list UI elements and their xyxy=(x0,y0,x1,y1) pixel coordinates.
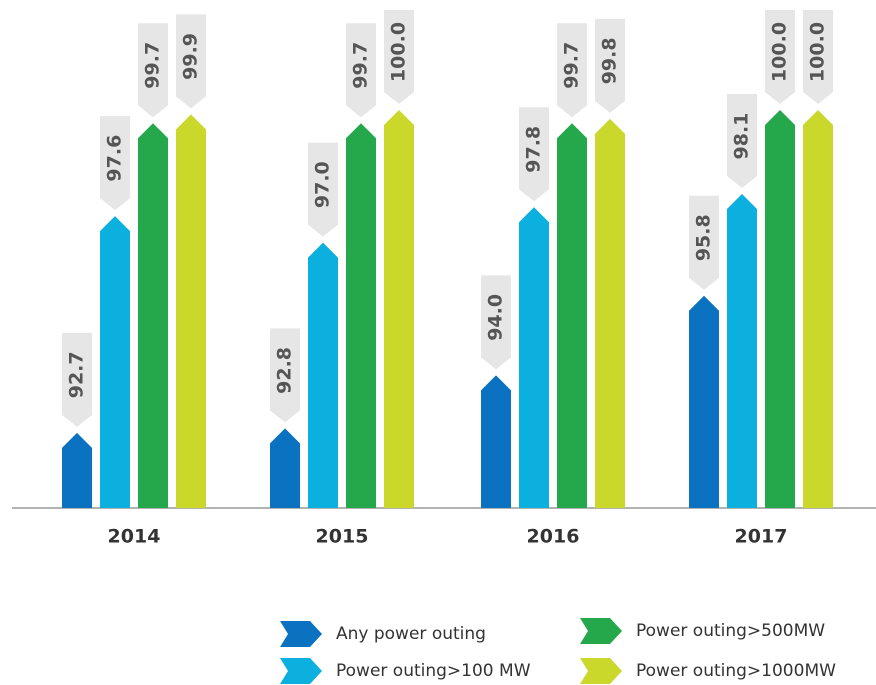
bar xyxy=(62,432,92,508)
bar xyxy=(308,242,338,508)
value-tag xyxy=(384,10,414,104)
bar xyxy=(689,295,719,508)
value-label: 97.8 xyxy=(523,126,545,173)
value-label: 99.7 xyxy=(142,42,164,89)
value-label: 100.0 xyxy=(388,22,410,82)
value-tag xyxy=(100,116,130,211)
value-tag xyxy=(727,94,757,189)
value-tag xyxy=(138,23,168,118)
bar xyxy=(100,216,130,508)
bar xyxy=(803,110,833,508)
value-tag xyxy=(595,18,625,113)
value-label: 92.8 xyxy=(274,347,296,394)
legend-label: Power outing>100 MW xyxy=(336,661,531,681)
bar xyxy=(384,110,414,508)
value-label: 97.6 xyxy=(104,135,126,182)
value-tag xyxy=(62,332,92,427)
value-tag xyxy=(557,23,587,118)
value-tag xyxy=(803,10,833,104)
value-tag xyxy=(176,14,206,109)
bar xyxy=(346,123,376,509)
legend-marker xyxy=(580,618,622,644)
bar xyxy=(595,118,625,508)
bar xyxy=(176,114,206,508)
bar xyxy=(270,428,300,508)
legend-label: Power outing>1000MW xyxy=(636,661,836,681)
value-label: 99.7 xyxy=(561,42,583,89)
value-label: 94.0 xyxy=(485,294,507,341)
value-label: 99.9 xyxy=(180,33,202,80)
value-label: 99.8 xyxy=(599,37,621,84)
bar xyxy=(481,375,511,508)
legend-marker xyxy=(280,658,322,684)
value-tag xyxy=(765,10,795,104)
legend-marker xyxy=(580,658,622,684)
value-label: 99.7 xyxy=(350,42,372,89)
x-tick-label: 2017 xyxy=(735,526,788,548)
bar xyxy=(727,194,757,508)
value-tag xyxy=(270,328,300,423)
value-tag xyxy=(519,107,549,202)
x-tick-label: 2015 xyxy=(316,526,369,548)
value-tag xyxy=(689,195,719,290)
bar xyxy=(557,123,587,509)
bar xyxy=(765,110,795,508)
value-label: 92.7 xyxy=(66,351,88,398)
legend-marker xyxy=(280,621,322,647)
x-tick-label: 2016 xyxy=(527,526,580,548)
value-tag xyxy=(481,275,511,370)
x-tick-label: 2014 xyxy=(108,526,161,548)
legend-label: Any power outing xyxy=(336,624,486,644)
bar xyxy=(138,123,168,509)
legend-label: Power outing>500MW xyxy=(636,621,825,641)
value-label: 97.0 xyxy=(312,161,334,208)
value-tag xyxy=(308,142,338,237)
value-label: 100.0 xyxy=(807,22,829,82)
bar xyxy=(519,207,549,509)
value-label: 98.1 xyxy=(731,113,753,160)
value-label: 100.0 xyxy=(769,22,791,82)
value-label: 95.8 xyxy=(693,214,715,261)
value-tag xyxy=(346,23,376,118)
